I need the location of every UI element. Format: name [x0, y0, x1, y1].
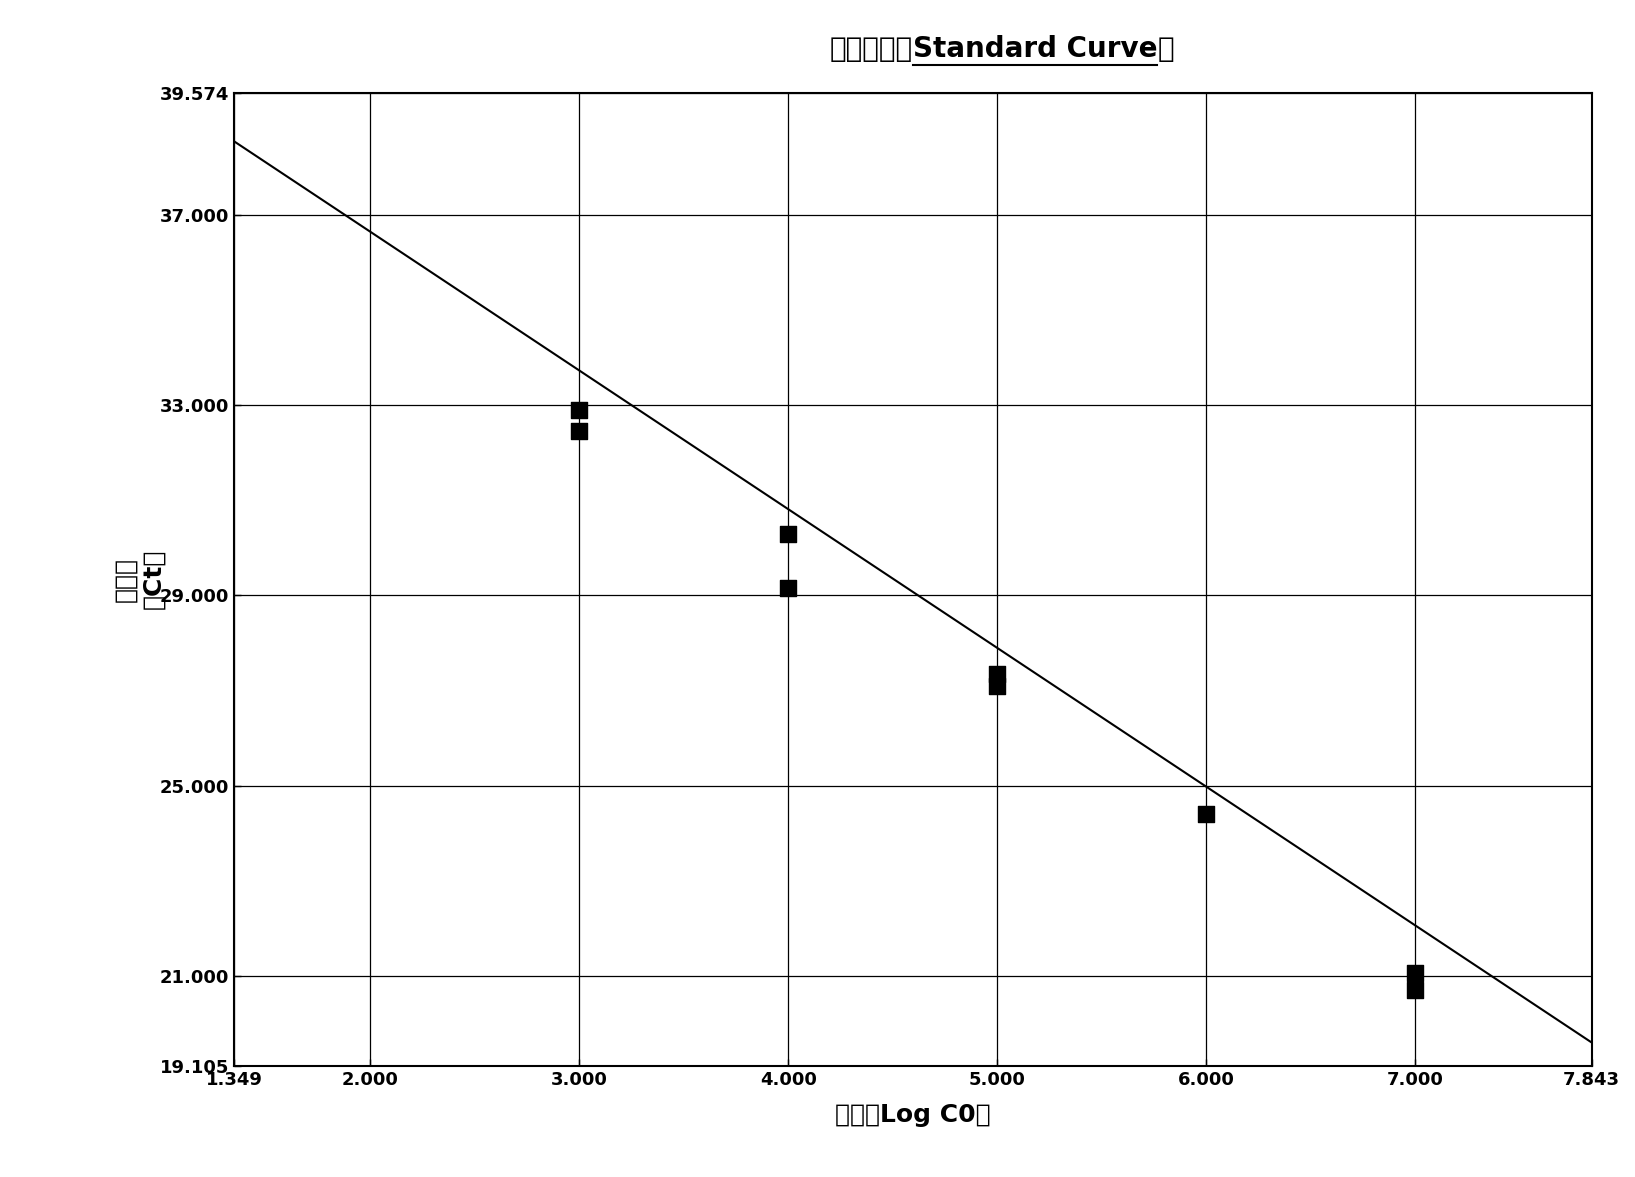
Point — [566, 400, 592, 419]
Text: Standard Curve: Standard Curve — [912, 35, 1158, 64]
Point — [566, 423, 592, 441]
Point — [984, 677, 1010, 696]
Point — [984, 665, 1010, 684]
Y-axis label: 循环数
（Ct）: 循环数 （Ct） — [113, 550, 165, 610]
Point — [775, 579, 801, 598]
Text: 标准曲线（: 标准曲线（ — [829, 35, 912, 64]
Point — [1403, 980, 1429, 999]
Point — [1194, 805, 1220, 824]
Point — [1403, 964, 1429, 983]
Text: ）: ） — [1158, 35, 1174, 64]
X-axis label: 对数（Log C0）: 对数（Log C0） — [835, 1103, 991, 1126]
Point — [775, 524, 801, 543]
